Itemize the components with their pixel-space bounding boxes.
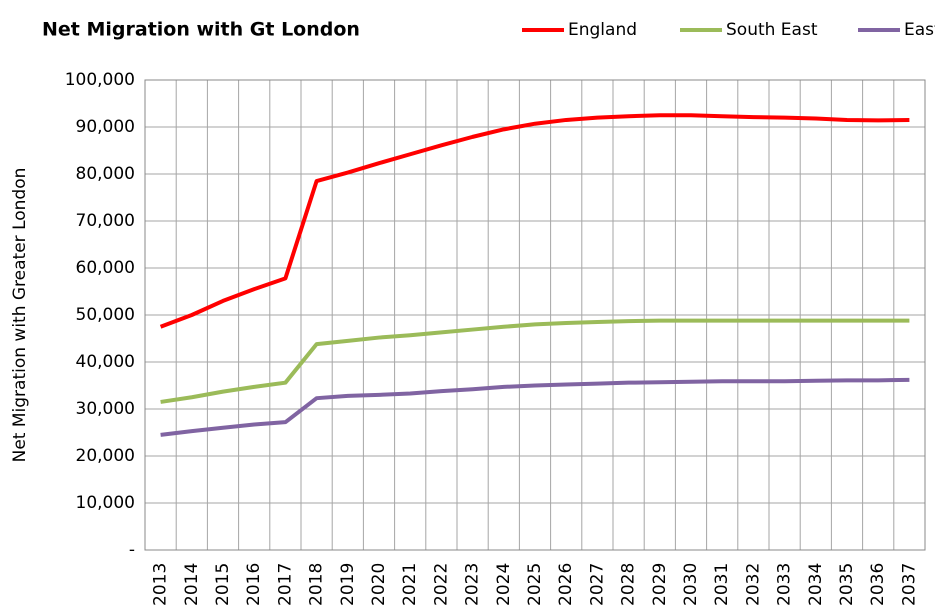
x-tick-label: 2035 <box>837 563 857 606</box>
x-tick-label: 2015 <box>213 563 233 606</box>
x-tick-label: 2027 <box>587 563 607 606</box>
x-tick-label: 2037 <box>899 563 919 606</box>
x-tick-label: 2036 <box>868 563 888 606</box>
legend-label: East <box>904 20 935 40</box>
series-line <box>160 377 910 437</box>
y-tick-label: 30,000 <box>76 399 135 419</box>
x-tick-label: 2028 <box>619 563 639 606</box>
y-tick-label: 10,000 <box>76 493 135 513</box>
series-line <box>160 318 910 404</box>
x-tick-label: 2034 <box>806 563 826 606</box>
y-tick-label: 20,000 <box>76 446 135 466</box>
y-tick-label: 100,000 <box>65 70 135 90</box>
x-tick-label: 2025 <box>525 563 545 606</box>
legend-label: England <box>568 20 637 40</box>
chart-title: Net Migration with Gt London <box>42 19 360 41</box>
y-tick-label: 50,000 <box>76 305 135 325</box>
y-tick-label: 90,000 <box>76 117 135 137</box>
series-line <box>159 113 910 329</box>
x-tick-label: 2021 <box>400 563 420 606</box>
x-tick-label: 2013 <box>151 563 171 606</box>
x-tick-label: 2016 <box>244 563 264 606</box>
x-tick-label: 2019 <box>338 563 358 606</box>
x-tick-label: 2022 <box>431 563 451 606</box>
x-tick-label: 2033 <box>775 563 795 606</box>
x-tick-label: 2023 <box>463 563 483 606</box>
y-tick-label: 80,000 <box>76 164 135 184</box>
x-tick-label: 2032 <box>743 563 763 606</box>
x-tick-label: 2018 <box>307 563 327 606</box>
x-tick-label: 2026 <box>556 563 576 606</box>
x-tick-label: 2014 <box>182 563 202 606</box>
y-tick-label: 40,000 <box>76 352 135 372</box>
x-tick-label: 2030 <box>681 563 701 606</box>
y-tick-label: 60,000 <box>76 258 135 278</box>
x-tick-label: 2017 <box>275 563 295 606</box>
legend-label: South East <box>726 20 818 40</box>
x-tick-label: 2029 <box>650 563 670 606</box>
plot-border <box>144 79 926 551</box>
y-axis-label: Net Migration with Greater London <box>10 168 30 463</box>
x-tick-label: 2031 <box>712 563 732 606</box>
x-tick-label: 2020 <box>369 563 389 606</box>
x-tick-label: 2024 <box>494 563 514 606</box>
y-tick-label: - <box>129 540 135 560</box>
y-tick-label: 70,000 <box>76 211 135 231</box>
